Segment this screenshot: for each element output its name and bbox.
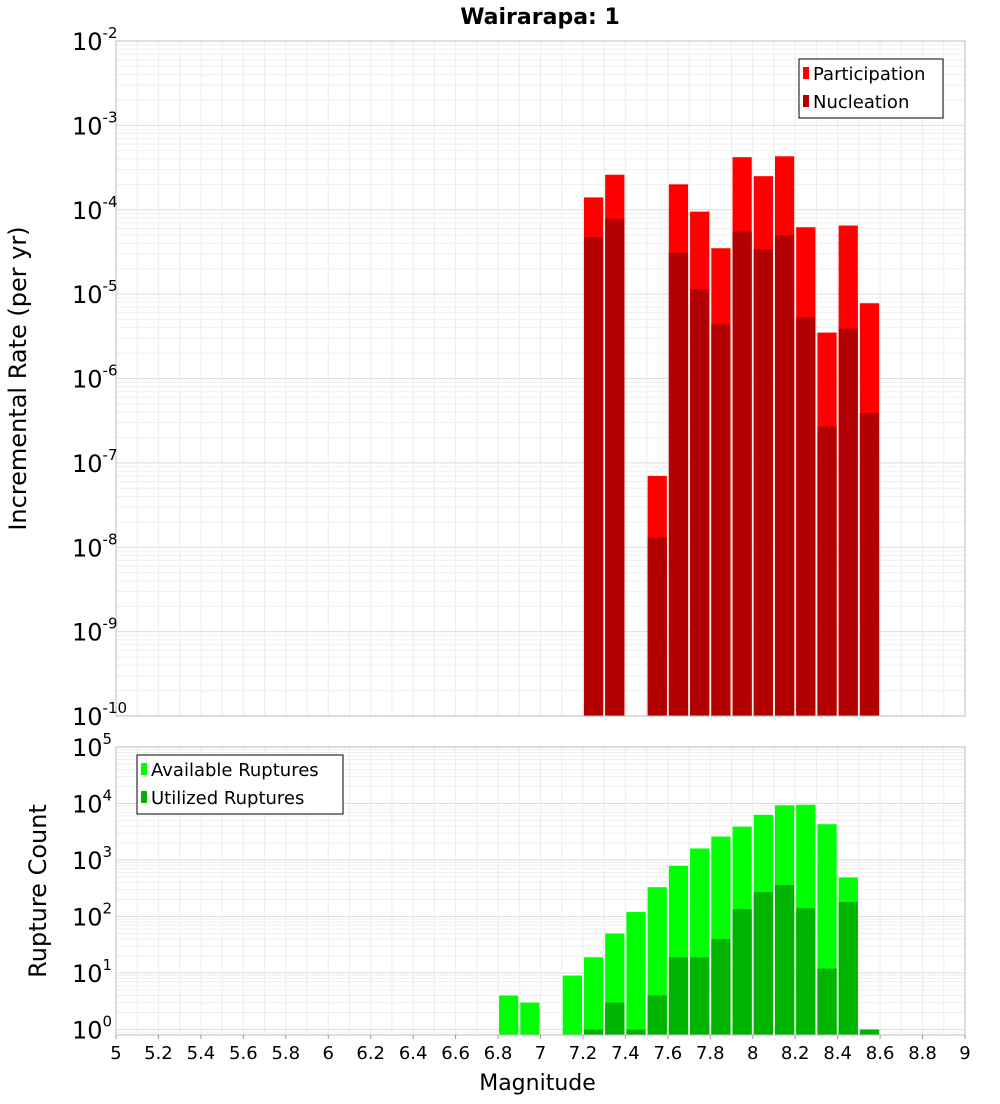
top-legend-box (798, 58, 944, 119)
bottom-legend-box (136, 754, 344, 815)
x-tick-label: 6.4 (399, 1043, 428, 1064)
top-y-tick-label: 10-7 (72, 446, 118, 478)
bottom-bar-utilized-ruptures (817, 968, 837, 1035)
bottom-bar-utilized-ruptures (647, 995, 667, 1035)
bottom-bar-utilized-ruptures (838, 902, 858, 1035)
top-y-tick-label: 10-9 (72, 615, 118, 647)
bottom-y-tick-label: 105 (72, 730, 112, 762)
bottom-bar-utilized-ruptures (668, 957, 689, 1035)
x-tick-label: 8.4 (823, 1043, 852, 1064)
x-tick-label: 8.8 (908, 1043, 937, 1064)
top-y-tick-label: 10-3 (72, 108, 118, 140)
top-series-1 (583, 218, 880, 716)
top-y-tick-label: 10-6 (72, 362, 118, 394)
top-bar-nucleation (605, 218, 625, 716)
top-bar-nucleation (668, 252, 689, 716)
x-tick-label: 6.6 (441, 1043, 470, 1064)
top-legend-label: Nucleation (813, 92, 909, 113)
bottom-y-tick-labels: 100 101 102 103 104 105 (72, 730, 112, 1045)
x-tick-label: 5.6 (229, 1043, 258, 1064)
top-bar-nucleation (583, 237, 604, 716)
top-bar-nucleation (690, 289, 710, 716)
top-bar-nucleation (774, 235, 795, 716)
bottom-bar-utilized-ruptures (605, 1002, 625, 1035)
bottom-bar-available-ruptures (499, 995, 519, 1035)
x-tick-label: 8.6 (866, 1043, 895, 1064)
x-tick-label: 5.2 (144, 1043, 173, 1064)
top-bar-nucleation (859, 413, 880, 716)
x-axis-label: Magnitude (479, 1071, 596, 1096)
bottom-legend-swatch (141, 791, 147, 803)
x-tick-label: 8.2 (781, 1043, 810, 1064)
top-bar-nucleation (711, 324, 731, 716)
top-y-axis-label: Incremental Rate (per yr) (4, 226, 32, 530)
top-bar-nucleation (796, 317, 816, 716)
top-legend-label: Participation (813, 64, 925, 85)
x-tick-label: 5 (110, 1043, 121, 1064)
top-plot-frame (115, 40, 966, 717)
bottom-y-axis-label: Rupture Count (24, 804, 52, 978)
top-bar-nucleation (753, 249, 773, 716)
x-tick-label: 7.4 (611, 1043, 640, 1064)
top-y-tick-labels: 10-10 10-9 10-8 10-7 10-6 10-5 10-4 10-3 10-2 (72, 24, 127, 731)
top-y-tick-label: 10-8 (72, 530, 118, 562)
top-legend: Participation Nucleation (798, 58, 944, 119)
x-tick-label: 9 (959, 1043, 970, 1064)
bottom-bar-available-ruptures (583, 957, 604, 1035)
bottom-bar-utilized-ruptures (711, 939, 731, 1035)
top-bar-nucleation (732, 231, 752, 716)
top-y-tick-label: 10-10 (72, 699, 127, 731)
top-legend-swatch (803, 67, 809, 79)
bottom-bar-utilized-ruptures (583, 1029, 604, 1035)
bottom-bar-utilized-ruptures (774, 885, 795, 1035)
bottom-legend: Available Ruptures Utilized Ruptures (136, 754, 344, 815)
x-tick-label: 7 (535, 1043, 546, 1064)
top-bar-nucleation (838, 328, 858, 716)
bottom-y-tick-label: 104 (72, 787, 112, 819)
top-y-tick-label: 10-2 (72, 24, 118, 56)
x-tick-label: 6.8 (484, 1043, 513, 1064)
bottom-y-tick-label: 102 (72, 900, 112, 932)
bottom-bar-utilized-ruptures (859, 1029, 880, 1035)
x-tick-labels: 5 5.2 5.4 5.6 5.8 6 6.2 6.4 6.6 6.8 7 7.2 7.4 7.6 7.8 8… (110, 1035, 971, 1064)
bottom-legend-label: Utilized Ruptures (151, 788, 304, 809)
bottom-panel: 100 101 102 103 104 105 Rupture Count 5 5.2 5.4 5.… (24, 730, 971, 1096)
top-y-tick-label: 10-4 (72, 193, 118, 225)
top-y-tick-label: 10-5 (72, 277, 118, 309)
bottom-bar-utilized-ruptures (753, 892, 773, 1035)
x-tick-label: 7.2 (569, 1043, 598, 1064)
x-tick-label: 5.8 (271, 1043, 300, 1064)
x-tick-label: 6 (323, 1043, 334, 1064)
bottom-legend-label: Available Ruptures (151, 760, 319, 781)
bottom-bar-utilized-ruptures (796, 908, 816, 1035)
x-tick-label: 6.2 (356, 1043, 385, 1064)
bottom-bar-utilized-ruptures (732, 909, 752, 1035)
bottom-bar-available-ruptures (562, 975, 582, 1035)
x-tick-label: 7.6 (654, 1043, 683, 1064)
top-bar-nucleation (817, 426, 837, 716)
bottom-y-tick-label: 100 (72, 1013, 112, 1045)
bottom-bar-available-ruptures (626, 912, 646, 1035)
x-tick-label: 8 (747, 1043, 758, 1064)
bottom-bar-available-ruptures (520, 1002, 540, 1035)
x-tick-label: 7.8 (696, 1043, 725, 1064)
bottom-legend-swatch (141, 763, 147, 775)
top-bar-nucleation (647, 537, 667, 716)
bottom-y-tick-label: 101 (72, 956, 112, 988)
top-panel: 10-10 10-9 10-8 10-7 10-6 10-5 10-4 10-3 10-2 Inc… (4, 24, 966, 731)
bottom-y-tick-label: 103 (72, 843, 112, 875)
top-legend-swatch (803, 95, 809, 107)
bottom-bar-utilized-ruptures (690, 957, 710, 1035)
x-tick-label: 5.4 (187, 1043, 216, 1064)
bottom-series-1 (583, 885, 880, 1035)
bottom-bar-utilized-ruptures (626, 1029, 646, 1035)
chart-title: Wairarapa: 1 (460, 5, 620, 30)
